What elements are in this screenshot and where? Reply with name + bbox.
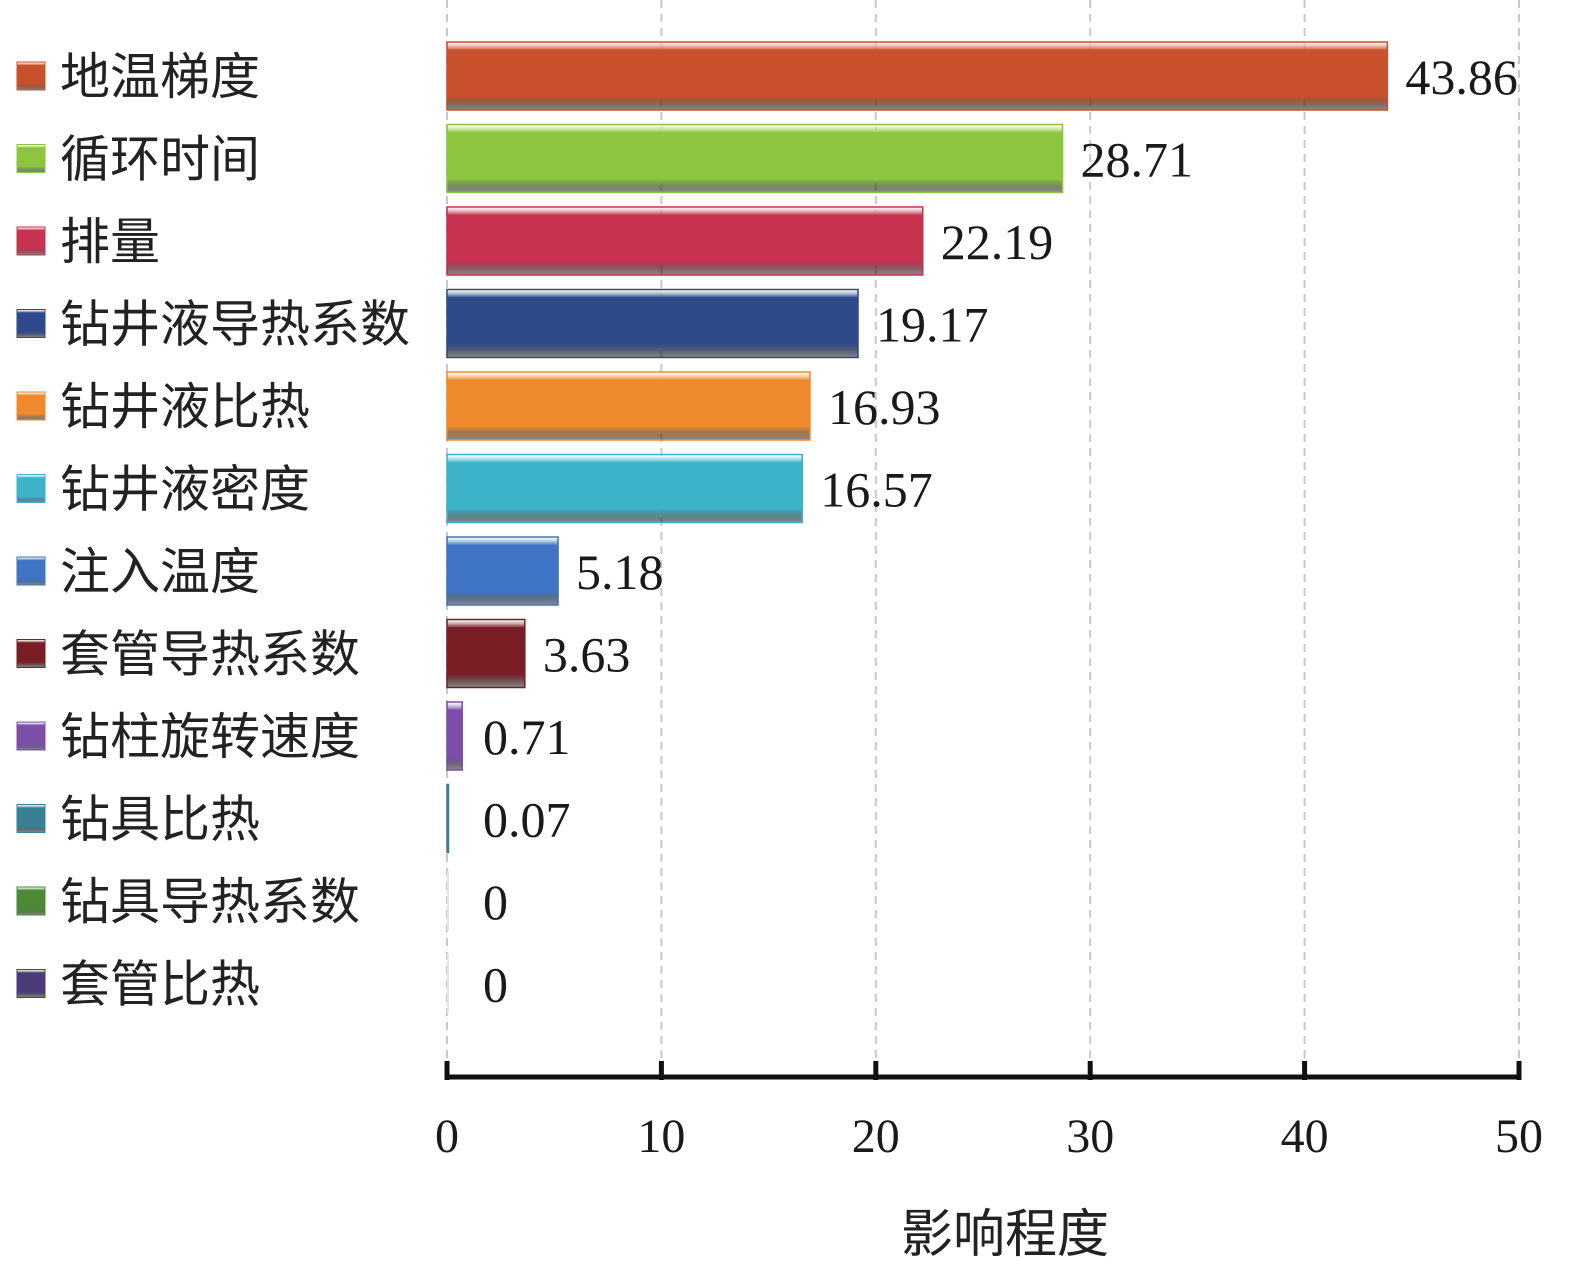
category-label: 钻具导热系数 <box>60 873 360 931</box>
value-label: 22.19 <box>941 214 1054 270</box>
x-axis-title: 影响程度 <box>901 1205 1109 1265</box>
bar <box>446 123 1064 194</box>
legend-marker <box>16 556 46 586</box>
category-label: 钻具比热 <box>60 791 260 849</box>
value-label: 43.86 <box>1405 49 1518 105</box>
bar <box>446 618 526 689</box>
bar <box>446 453 804 524</box>
legend-marker <box>16 391 46 421</box>
category-label: 注入温度 <box>60 543 260 601</box>
value-label: 16.93 <box>828 379 941 435</box>
category-label: 钻井液导热系数 <box>60 296 410 354</box>
category-labels: 地温梯度循环时间排量钻井液导热系数钻井液比热钻井液密度注入温度套管导热系数钻柱旋… <box>16 48 410 1014</box>
value-label: 19.17 <box>876 297 989 353</box>
value-label: 0.71 <box>483 709 571 765</box>
legend-marker <box>16 886 46 916</box>
legend-marker <box>16 309 46 338</box>
bar <box>446 783 450 854</box>
bar <box>446 288 859 359</box>
legend-marker <box>16 474 46 503</box>
legend-marker <box>16 969 46 998</box>
x-tick-label: 0 <box>435 1110 459 1163</box>
category-label: 钻柱旋转速度 <box>60 708 360 766</box>
legend-marker <box>16 144 46 173</box>
category-label: 钻井液密度 <box>60 461 310 519</box>
legend-marker <box>16 226 46 256</box>
bar <box>446 536 559 606</box>
category-label: 循环时间 <box>60 131 260 189</box>
value-label: 0.07 <box>483 792 571 848</box>
bar <box>446 371 811 441</box>
x-tick-label: 40 <box>1281 1110 1329 1163</box>
value-label: 0 <box>483 957 508 1013</box>
bar <box>446 41 1389 111</box>
bar <box>446 701 463 771</box>
legend-marker <box>16 804 46 833</box>
category-label: 排量 <box>60 213 160 271</box>
legend-marker <box>16 639 46 668</box>
category-label: 套管比热 <box>60 956 260 1014</box>
value-label: 28.71 <box>1081 132 1194 188</box>
value-label: 3.63 <box>543 627 631 683</box>
x-tick-label: 30 <box>1066 1110 1114 1163</box>
x-axis: 0 10 20 30 40 50 <box>435 1061 1543 1163</box>
category-label: 钻井液比热 <box>60 378 310 436</box>
value-label: 5.18 <box>576 544 664 600</box>
x-tick-label: 20 <box>852 1110 900 1163</box>
x-tick-label: 50 <box>1495 1110 1543 1163</box>
x-tick-label: 10 <box>637 1110 685 1163</box>
category-label: 地温梯度 <box>60 48 260 106</box>
legend-marker <box>16 721 46 751</box>
value-label: 0 <box>483 874 508 930</box>
legend-marker <box>16 61 46 91</box>
value-label: 16.57 <box>820 462 933 518</box>
bar-group: 43.86 28.71 22.19 19.17 16.93 16.57 5.18 3.63 0.… <box>446 41 1518 1014</box>
bar <box>446 206 924 276</box>
category-label: 套管导热系数 <box>60 626 360 684</box>
